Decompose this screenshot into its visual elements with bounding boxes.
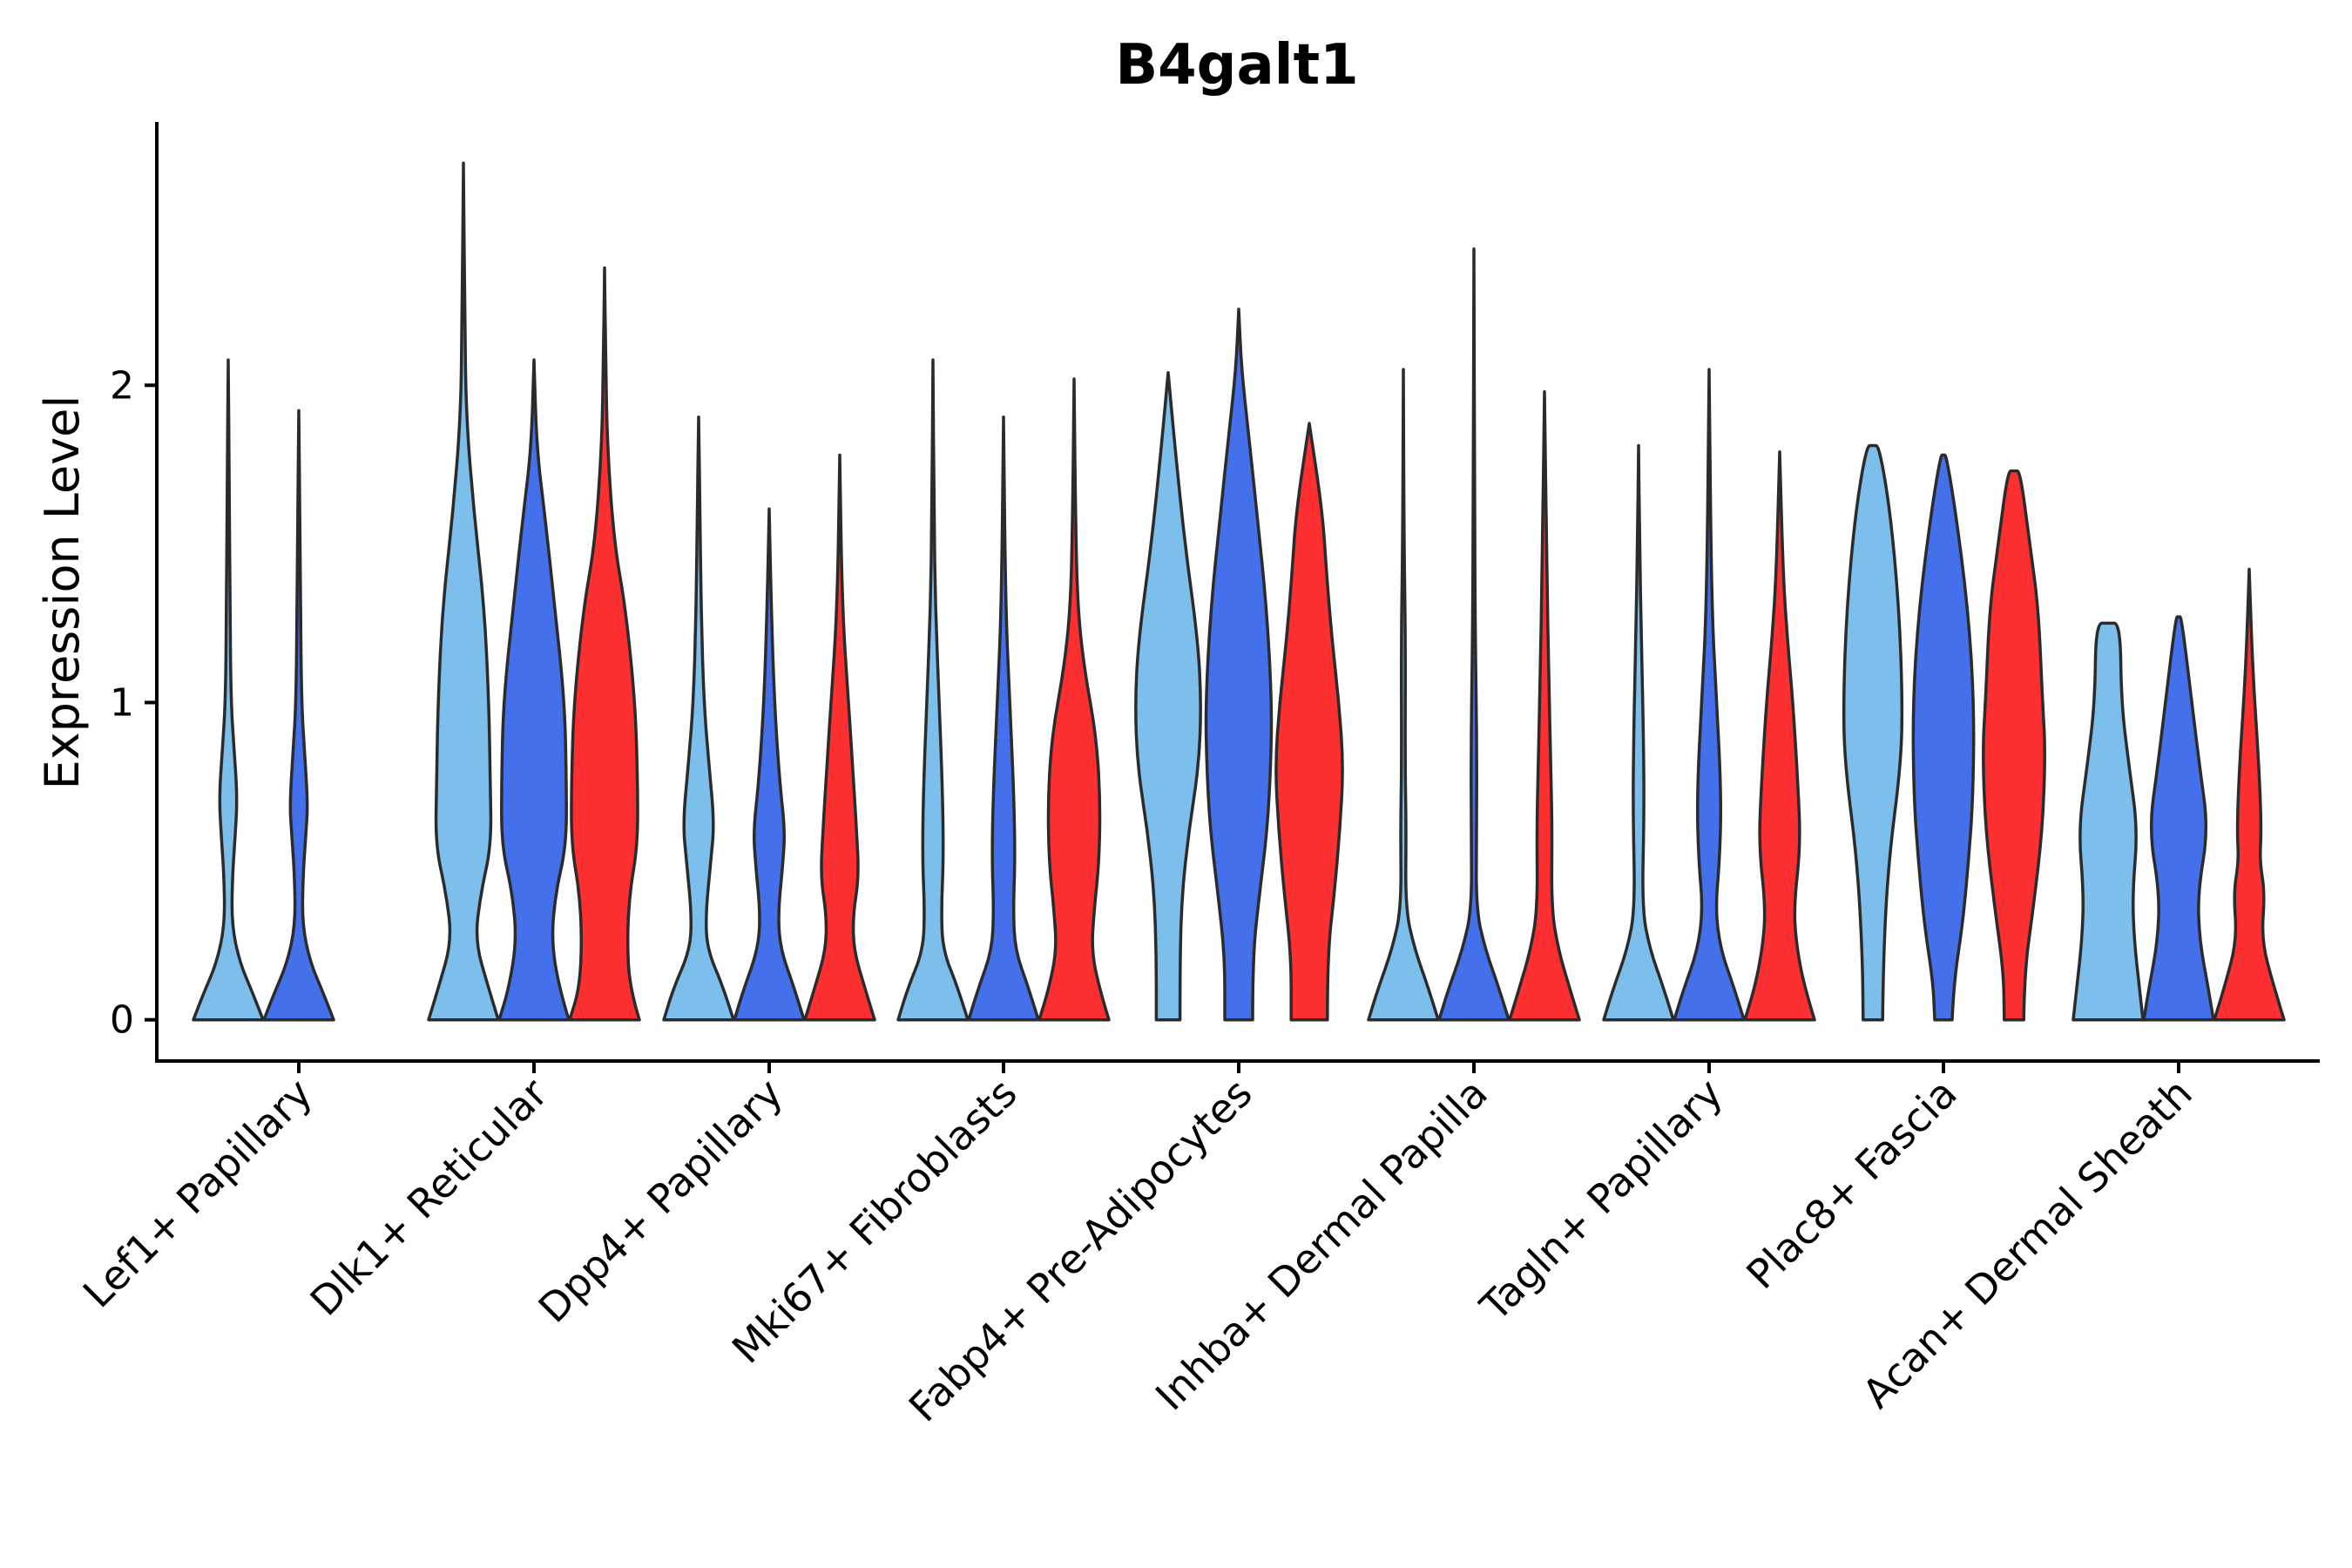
chart-title: B4galt1 xyxy=(1115,33,1358,98)
violin-layer xyxy=(192,161,2286,1022)
violin-2-group-1 xyxy=(662,415,735,1022)
violin-3-group-2 xyxy=(967,415,1040,1022)
violin-6-group-1 xyxy=(1602,443,1675,1022)
violin-8-group-3 xyxy=(2213,567,2286,1022)
violin-5-group-2 xyxy=(1437,247,1511,1022)
violin-4-group-1 xyxy=(1134,370,1202,1022)
x-tick-label: Lef1+ Papillary xyxy=(74,1070,321,1317)
x-tick-label: Dpp4+ Papillary xyxy=(530,1070,792,1332)
y-tick-label: 0 xyxy=(110,998,134,1043)
violin-2-group-3 xyxy=(803,453,876,1022)
violin-4-group-2 xyxy=(1204,308,1274,1022)
x-tick-label: Dlk1+ Reticular xyxy=(301,1070,557,1325)
violin-7-group-3 xyxy=(1982,469,2046,1022)
violin-3-group-1 xyxy=(896,358,970,1022)
violin-1-group-1 xyxy=(427,161,500,1022)
violin-0-group-2 xyxy=(262,409,335,1022)
violin-5-group-1 xyxy=(1367,368,1440,1022)
violin-3-group-3 xyxy=(1037,377,1111,1022)
violin-4-group-3 xyxy=(1274,422,1344,1022)
x-tick-label: Tagln+ Papillary xyxy=(1470,1070,1732,1331)
violin-8-group-1 xyxy=(2072,621,2145,1022)
violin-2-group-2 xyxy=(733,507,806,1022)
y-tick-label: 2 xyxy=(110,363,134,408)
y-tick-label: 1 xyxy=(110,680,134,725)
violin-6-group-3 xyxy=(1743,450,1816,1022)
x-tick-label: Plac8+ Fascia xyxy=(1737,1070,1965,1298)
violin-5-group-3 xyxy=(1508,389,1581,1022)
violin-1-group-3 xyxy=(568,266,641,1022)
violin-8-group-2 xyxy=(2142,615,2215,1022)
violin-7-group-1 xyxy=(1842,443,1904,1022)
y-ticks: 0 1 2 xyxy=(110,363,157,1043)
violin-1-group-2 xyxy=(497,358,571,1022)
y-axis-label: Expression Level xyxy=(35,395,90,790)
violin-6-group-2 xyxy=(1673,368,1746,1022)
violin-0-group-1 xyxy=(192,358,265,1022)
violin-7-group-2 xyxy=(1911,453,1976,1022)
